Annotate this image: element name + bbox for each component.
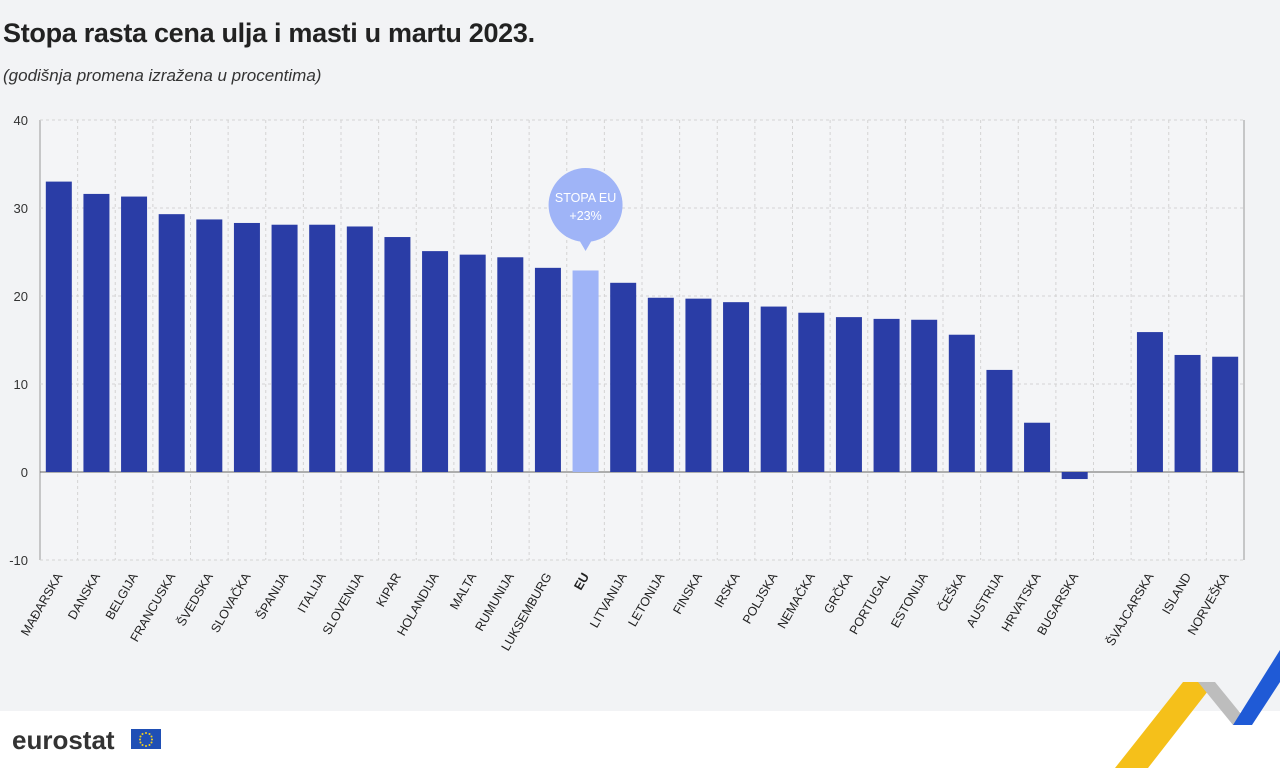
bar — [1061, 472, 1088, 480]
bar — [835, 317, 862, 472]
x-tick-label: ŠVAJCARSKA — [1103, 569, 1157, 648]
footer: eurostat — [0, 711, 1280, 768]
bar — [158, 214, 185, 472]
bar — [459, 254, 486, 472]
x-tick-label: POLJSKA — [740, 570, 781, 626]
chart-title: Stopa rasta cena ulja i masti u martu 20… — [3, 18, 535, 48]
bar — [497, 257, 524, 472]
bar — [196, 219, 223, 472]
x-tick-label: MALTA — [447, 570, 479, 612]
bar — [948, 334, 975, 472]
y-tick-label: 10 — [14, 377, 28, 392]
x-tick-label: ŠPANIJA — [253, 569, 292, 621]
x-tick-label: LETONIJA — [626, 570, 668, 629]
x-tick-label: MAĐARSKA — [18, 570, 66, 638]
y-tick-label: 20 — [14, 289, 28, 304]
bar — [798, 312, 825, 472]
bar — [83, 193, 110, 473]
bar — [422, 251, 449, 472]
callout-line1: STOPA EU — [555, 191, 616, 205]
chart-subtitle: (godišnja promena izražena u procentima) — [3, 66, 322, 85]
bar — [986, 369, 1013, 472]
bar — [233, 222, 260, 472]
x-tick-label: ŠVEDSKA — [173, 569, 216, 628]
x-tick-label: DANSKA — [65, 570, 103, 622]
eurostat-logo: eurostat — [12, 725, 115, 755]
y-tick-label: 30 — [14, 201, 28, 216]
bar — [534, 267, 561, 472]
bar — [685, 298, 712, 472]
bar — [911, 319, 938, 472]
callout-line2: +23% — [569, 209, 601, 223]
callout-bubble — [548, 168, 623, 242]
bar — [384, 237, 411, 472]
y-tick-label: -10 — [9, 553, 28, 568]
bar — [45, 181, 72, 472]
x-tick-label: ESTONIJA — [888, 570, 931, 630]
x-tick-label: BELGIJA — [103, 570, 141, 622]
bar — [873, 318, 900, 472]
bar — [309, 224, 336, 472]
callout-pointer — [578, 239, 593, 251]
bar — [346, 226, 373, 472]
x-tick-label: GRČKA — [820, 569, 856, 616]
x-tick-label: FINSKA — [670, 570, 705, 617]
x-tick-label: EU — [571, 571, 592, 593]
x-tick-label: AUSTRIJA — [964, 570, 1007, 630]
y-tick-label: 0 — [21, 465, 28, 480]
x-tick-label: ČEŠKA — [934, 569, 969, 614]
bar — [723, 302, 750, 472]
y-tick-label: 40 — [14, 113, 28, 128]
bar-eu — [572, 270, 599, 472]
bar — [610, 282, 637, 472]
bar — [1212, 356, 1239, 472]
x-tick-label: LITVANIJA — [587, 570, 630, 630]
x-tick-label: NEMAČKA — [774, 569, 818, 631]
bar — [760, 306, 787, 472]
x-tick-label: KIPAR — [374, 571, 404, 610]
bar — [271, 224, 298, 472]
bar — [121, 196, 148, 472]
x-tick-label: ITALIJA — [295, 570, 329, 615]
eu-flag-icon — [131, 729, 161, 749]
bar — [1136, 332, 1163, 472]
bar — [647, 297, 674, 472]
bar — [1024, 422, 1051, 472]
bar — [1174, 354, 1201, 472]
x-tick-label: ISLAND — [1159, 571, 1194, 617]
x-tick-label: IRSKA — [712, 570, 743, 610]
